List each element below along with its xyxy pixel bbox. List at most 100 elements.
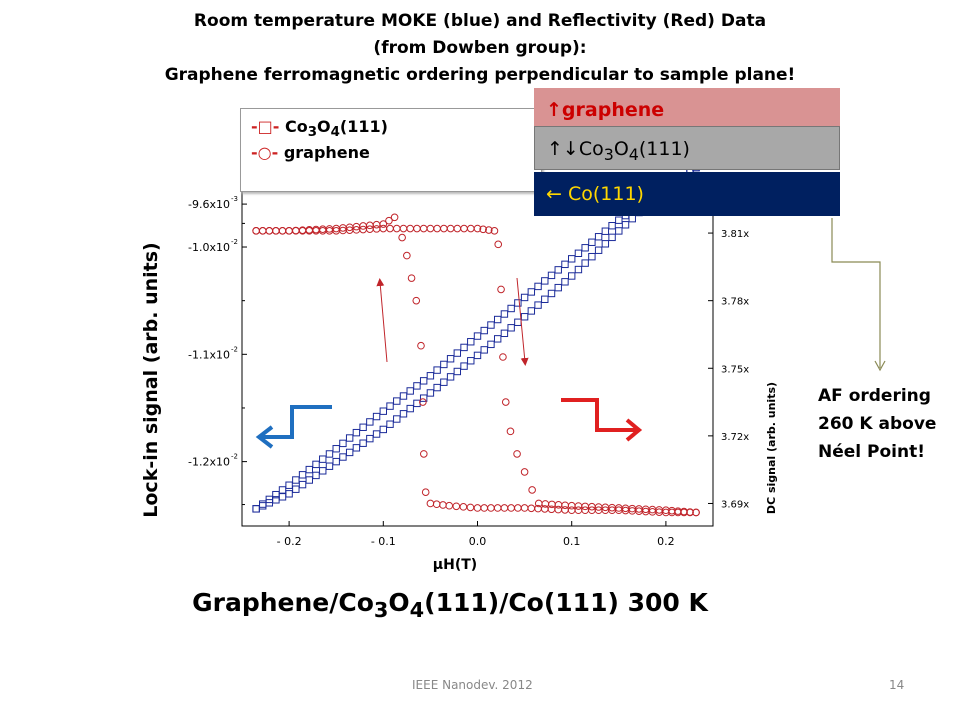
data-point-square (419, 394, 428, 402)
data-point-square (440, 378, 448, 386)
data-point-square (386, 402, 394, 410)
data-point-square (588, 252, 596, 261)
slide-title-line-3: Graphene ferromagnetic ordering perpendi… (164, 65, 796, 85)
y-tick-label: -1.2x10 (188, 456, 230, 469)
data-point-square (480, 346, 488, 354)
data-point-circle (419, 398, 427, 406)
data-point-square (507, 304, 515, 313)
data-point-square (440, 360, 448, 369)
up-down-arrows-icon: ↑↓ (547, 138, 579, 160)
data-point-square (453, 349, 462, 357)
data-point-square (419, 377, 428, 385)
data-point-square (426, 372, 435, 380)
plot-frame (241, 187, 714, 527)
data-point-square (621, 221, 630, 229)
blue-step-arrowhead-icon (255, 425, 274, 449)
data-point-square (386, 420, 394, 428)
data-point-square (325, 462, 334, 470)
slide-title-line-1: Room temperature MOKE (blue) and Reflect… (193, 11, 767, 31)
data-point-square (541, 277, 549, 285)
up-arrow-icon: ↑ (546, 99, 562, 121)
legend-item-graphene: -○- graphene (251, 143, 370, 162)
data-point-square (608, 233, 616, 242)
x-tick-label: 0.1 (563, 535, 581, 548)
data-point-circle (501, 398, 510, 406)
data-point-circle (497, 285, 505, 294)
data-point-square (379, 425, 388, 434)
data-point-square (473, 351, 482, 360)
data-point-square (305, 465, 313, 474)
data-point-square (372, 412, 381, 421)
data-point-square (608, 222, 616, 230)
data-point-circle (252, 227, 260, 235)
data-point-circle (520, 468, 529, 476)
layer-co3o4-sub1: 3 (603, 144, 614, 164)
data-point-square (460, 343, 468, 352)
data-point-circle (506, 427, 515, 436)
data-point-square (514, 299, 522, 307)
data-point-square (393, 397, 401, 405)
data-point-circle (459, 503, 468, 511)
sweep-up-arrow-icon (376, 278, 388, 363)
y-tick-exponent: -3 (231, 195, 238, 203)
x-tick-label: 0.0 (469, 535, 487, 548)
data-point-square (493, 315, 502, 324)
data-point-square (554, 266, 562, 274)
data-point-square (332, 457, 340, 466)
data-point-square (527, 307, 536, 315)
data-point-square (541, 295, 549, 303)
af-note-line-2: 260 K above (818, 414, 937, 434)
data-point-square (446, 373, 455, 381)
x-axis-title-text: H(T) (443, 557, 478, 573)
subtitle-post: (111)/Co(111) 300 K (424, 588, 708, 617)
data-point-circle (499, 353, 507, 361)
data-point-circle (534, 499, 543, 508)
legend-label-co3o4-post: (111) (339, 117, 388, 136)
data-point-square (433, 383, 441, 392)
data-point-square (285, 481, 293, 489)
data-point-circle (412, 296, 421, 305)
data-point-circle (686, 508, 694, 516)
data-point-circle (513, 450, 521, 458)
data-point-square (352, 444, 361, 452)
data-point-square (547, 271, 556, 280)
data-point-square (473, 332, 482, 340)
legend-label-co3o4-pre: Co (279, 117, 308, 136)
data-point-square (547, 289, 556, 298)
legend-marker-circle: -○- (251, 143, 279, 162)
slide-subtitle: Graphene/Co3O4(111)/Co(111) 300 K (150, 588, 750, 622)
x-tick-label: - 0.2 (277, 535, 302, 548)
data-point-square (359, 423, 367, 431)
data-point-square (487, 340, 495, 349)
data-point-square (453, 367, 462, 376)
y-tick-label: -9.6x10 (188, 198, 230, 211)
data-point-square (581, 259, 589, 267)
data-point-square (345, 448, 354, 457)
data-point-square (601, 227, 610, 235)
data-point-square (399, 392, 408, 400)
y-axis-title: Lock-in signal (arb. units) (140, 242, 162, 518)
data-point-square (426, 389, 435, 397)
data-point-square (319, 467, 327, 475)
data-point-square (298, 471, 307, 479)
data-point-square (594, 233, 603, 241)
data-point-square (372, 430, 381, 438)
data-point-circle (479, 225, 487, 234)
data-point-square (413, 382, 421, 390)
data-point-circle (668, 506, 676, 515)
x-tick-label: 0.2 (657, 535, 675, 548)
y-tick-label: -1.0x10 (188, 241, 230, 254)
red-step-arrowhead-icon (625, 418, 643, 442)
data-point-square (527, 288, 536, 296)
data-point-square (588, 238, 596, 246)
layer-co3o4-sub2: 4 (628, 144, 639, 164)
data-point-square (332, 445, 340, 453)
legend-item-co3o4: -□- Co3O4(111) (251, 117, 388, 140)
data-point-square (534, 282, 542, 291)
subtitle-sub2: 4 (409, 598, 425, 622)
data-point-square (292, 485, 300, 493)
data-point-square (467, 357, 475, 365)
data-point-square (594, 246, 603, 254)
y2-axis-title: DC signal (arb. units) (765, 381, 778, 515)
data-point-square (460, 362, 468, 370)
